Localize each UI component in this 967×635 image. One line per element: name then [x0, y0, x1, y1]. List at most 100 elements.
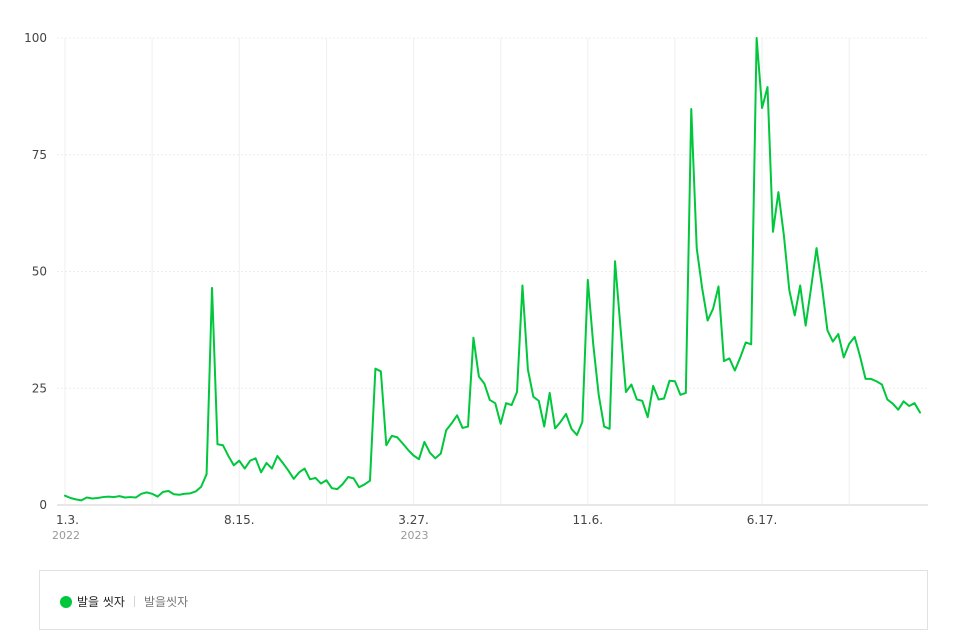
data-point[interactable]	[481, 381, 487, 387]
data-point[interactable]	[225, 453, 231, 459]
data-point[interactable]	[574, 432, 580, 438]
data-point[interactable]	[438, 451, 444, 457]
data-point[interactable]	[607, 426, 613, 432]
data-point[interactable]	[155, 494, 161, 500]
data-point[interactable]	[628, 382, 634, 388]
data-point[interactable]	[498, 421, 504, 427]
data-point[interactable]	[220, 442, 226, 448]
data-point[interactable]	[247, 458, 253, 464]
data-point[interactable]	[541, 424, 547, 430]
data-point[interactable]	[416, 456, 422, 462]
data-point[interactable]	[656, 396, 662, 402]
data-point[interactable]	[432, 455, 438, 461]
data-point[interactable]	[356, 484, 362, 490]
data-point[interactable]	[868, 376, 874, 382]
data-point[interactable]	[383, 442, 389, 448]
data-point[interactable]	[345, 474, 351, 480]
data-point[interactable]	[803, 323, 809, 329]
data-point[interactable]	[100, 494, 106, 500]
data-point[interactable]	[835, 331, 841, 337]
data-point[interactable]	[95, 495, 101, 501]
data-point[interactable]	[351, 475, 357, 481]
data-point[interactable]	[144, 489, 150, 495]
data-point[interactable]	[901, 398, 907, 404]
data-point[interactable]	[198, 484, 204, 490]
data-point[interactable]	[122, 495, 128, 501]
data-point[interactable]	[884, 396, 890, 402]
data-point[interactable]	[563, 411, 569, 417]
data-point[interactable]	[808, 285, 814, 291]
data-point[interactable]	[242, 466, 248, 472]
data-point[interactable]	[487, 397, 493, 403]
data-point[interactable]	[514, 389, 520, 395]
data-point[interactable]	[187, 490, 193, 496]
data-point[interactable]	[688, 106, 694, 112]
data-point[interactable]	[106, 494, 112, 500]
data-point[interactable]	[285, 467, 291, 473]
data-point[interactable]	[329, 485, 335, 491]
data-point[interactable]	[759, 105, 765, 111]
data-point[interactable]	[819, 283, 825, 289]
data-point[interactable]	[340, 481, 346, 487]
data-point[interactable]	[182, 491, 188, 497]
data-point[interactable]	[291, 476, 297, 482]
data-point[interactable]	[460, 425, 466, 431]
data-point[interactable]	[394, 434, 400, 440]
data-point[interactable]	[677, 392, 683, 398]
data-point[interactable]	[726, 355, 732, 361]
legend-item[interactable]: 발을 씻자 발을씻자	[60, 593, 188, 610]
data-point[interactable]	[449, 420, 455, 426]
data-point[interactable]	[492, 400, 498, 406]
data-point[interactable]	[721, 358, 727, 364]
data-point[interactable]	[149, 491, 155, 497]
data-point[interactable]	[427, 450, 433, 456]
data-point[interactable]	[694, 245, 700, 251]
data-point[interactable]	[165, 488, 171, 494]
data-point[interactable]	[579, 419, 585, 425]
data-point[interactable]	[176, 492, 182, 498]
data-point[interactable]	[400, 440, 406, 446]
data-point[interactable]	[160, 489, 166, 495]
data-point[interactable]	[274, 453, 280, 459]
data-point[interactable]	[683, 390, 689, 396]
data-point[interactable]	[318, 481, 324, 487]
data-point[interactable]	[302, 466, 308, 472]
data-point[interactable]	[530, 394, 536, 400]
data-point[interactable]	[552, 425, 558, 431]
data-point[interactable]	[193, 488, 199, 494]
data-point[interactable]	[612, 258, 618, 264]
data-point[interactable]	[67, 495, 73, 501]
data-point[interactable]	[699, 285, 705, 291]
data-point[interactable]	[470, 335, 476, 341]
data-point[interactable]	[705, 318, 711, 324]
data-point[interactable]	[786, 287, 792, 293]
data-point[interactable]	[585, 277, 591, 283]
data-point[interactable]	[307, 476, 313, 482]
data-point[interactable]	[781, 232, 787, 238]
data-point[interactable]	[111, 494, 117, 500]
data-point[interactable]	[84, 495, 90, 501]
data-point[interactable]	[590, 341, 596, 347]
data-point[interactable]	[650, 383, 656, 389]
data-point[interactable]	[841, 354, 847, 360]
data-point[interactable]	[323, 477, 329, 483]
data-point[interactable]	[743, 339, 749, 345]
data-point[interactable]	[509, 402, 515, 408]
data-point[interactable]	[873, 378, 879, 384]
data-point[interactable]	[280, 460, 286, 466]
data-point[interactable]	[639, 398, 645, 404]
data-point[interactable]	[263, 460, 269, 466]
data-point[interactable]	[372, 366, 378, 372]
data-point[interactable]	[362, 481, 368, 487]
data-point[interactable]	[666, 378, 672, 384]
data-point[interactable]	[906, 403, 912, 409]
data-point[interactable]	[857, 353, 863, 359]
data-point[interactable]	[748, 341, 754, 347]
data-point[interactable]	[236, 458, 242, 464]
data-point[interactable]	[634, 396, 640, 402]
data-point[interactable]	[367, 478, 373, 484]
data-point[interactable]	[476, 374, 482, 380]
data-point[interactable]	[465, 424, 471, 430]
data-point[interactable]	[792, 312, 798, 318]
data-point[interactable]	[405, 447, 411, 453]
